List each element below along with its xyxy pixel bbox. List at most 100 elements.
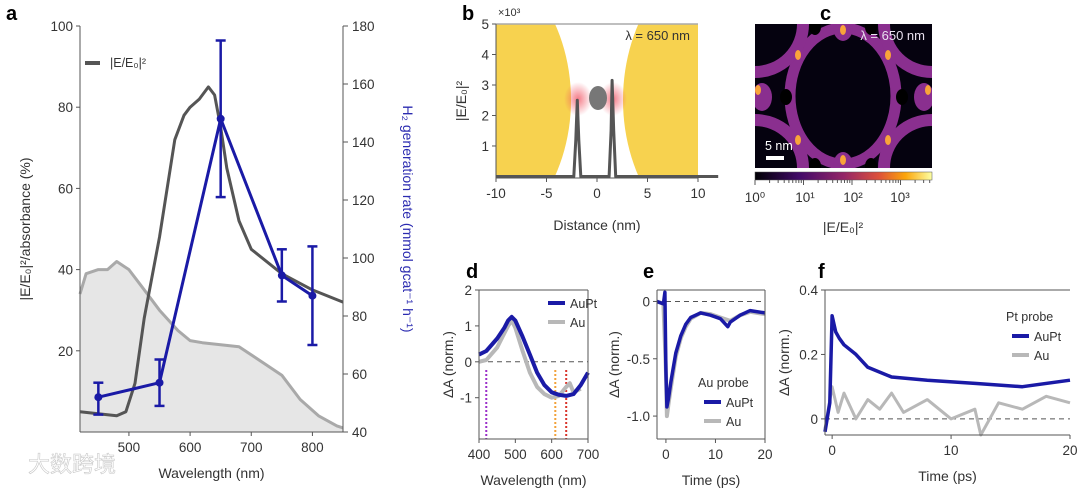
watermark: 大数跨境 xyxy=(28,452,116,477)
field-map xyxy=(755,24,932,168)
colorbar-label: |E/E₀|² xyxy=(823,219,864,235)
colorbar-tick-label: 10¹ xyxy=(795,190,815,205)
x-tick-label: 700 xyxy=(240,440,263,455)
x-axis-label: Wavelength (nm) xyxy=(480,472,586,488)
x-tick-label: 500 xyxy=(118,440,141,455)
hotspot xyxy=(885,50,891,60)
h2-rate-point xyxy=(277,271,286,280)
junction xyxy=(755,83,772,111)
field-profile-line xyxy=(496,78,719,178)
y2-axis-label: H₂ generation rate (mmol gcat⁻¹ h⁻¹) xyxy=(400,105,416,332)
aupt-line xyxy=(656,290,766,409)
legend-label: Au xyxy=(1034,349,1049,363)
x-tick-label: 800 xyxy=(301,440,324,455)
y2-tick-label: 120 xyxy=(352,193,375,208)
y-tick-label: 0 xyxy=(810,412,818,427)
hotspot xyxy=(795,135,801,145)
y-tick-label: 1 xyxy=(464,319,472,334)
legend-label: Au xyxy=(570,316,585,330)
panel-label-c: c xyxy=(820,3,831,25)
molecule-dot xyxy=(589,86,607,110)
legend-label: AuPt xyxy=(570,297,598,311)
y-tick-label: -1 xyxy=(460,391,472,406)
h2-rate-point xyxy=(308,291,317,300)
y-tick-label: 0.4 xyxy=(799,283,818,298)
junction xyxy=(914,83,932,111)
y-tick-label: 80 xyxy=(58,100,73,115)
panel-label-e: e xyxy=(643,261,654,283)
y2-tick-label: 140 xyxy=(352,135,375,150)
y-tick-label: 1 xyxy=(481,139,489,154)
y-tick-label: 2 xyxy=(464,283,472,298)
x-tick-label: -5 xyxy=(540,186,552,201)
y-tick-label: 0 xyxy=(464,355,472,370)
gold-particle-left xyxy=(496,24,571,178)
aupt-line xyxy=(478,314,590,398)
legend-label: AuPt xyxy=(726,396,754,410)
field-enhancement-line xyxy=(79,85,344,418)
x-tick-label: 600 xyxy=(540,447,563,462)
x-tick-label: -10 xyxy=(486,186,506,201)
y2-tick-label: 80 xyxy=(352,309,367,324)
gold-particle-right xyxy=(623,24,698,178)
legend-title: Au probe xyxy=(698,376,749,390)
legend-label: |E/E₀|² xyxy=(110,56,146,70)
h2-rate-point xyxy=(155,378,164,387)
y-tick-label: 40 xyxy=(58,263,73,278)
x-tick-label: 10 xyxy=(944,443,959,458)
wavelength-annotation: λ = 650 nm xyxy=(625,28,690,43)
colorbar-tick-label: 10⁰ xyxy=(745,190,766,205)
y-tick-label: 2 xyxy=(481,108,489,123)
hotspot xyxy=(925,85,931,95)
y-axis-label: ΔA (norm.) xyxy=(776,329,792,396)
y-tick-label: -1.0 xyxy=(627,409,650,424)
panel-label-f: f xyxy=(818,261,825,283)
hotspot xyxy=(840,155,846,165)
colorbar-tick-label: 10² xyxy=(843,190,863,205)
junction-hole xyxy=(865,158,877,168)
y2-tick-label: 40 xyxy=(352,425,367,440)
x-tick-label: 600 xyxy=(179,440,202,455)
x-tick-label: 0 xyxy=(662,447,670,462)
legend-label: Au xyxy=(726,415,741,429)
x-tick-label: 400 xyxy=(468,447,491,462)
y2-tick-label: 180 xyxy=(352,19,375,34)
scale-bar-label: 5 nm xyxy=(765,139,793,153)
wavelength-annotation: λ = 650 nm xyxy=(860,28,925,43)
x-tick-label: 10 xyxy=(708,447,723,462)
nanoparticle-diagram xyxy=(496,24,698,178)
junction-hole xyxy=(896,89,908,105)
colorbar xyxy=(754,171,933,181)
x-tick-label: 500 xyxy=(504,447,527,462)
au-line xyxy=(478,318,582,400)
y-tick-label: 0.2 xyxy=(799,347,818,362)
x-axis-label: Time (ps) xyxy=(682,472,741,488)
colorbar-tick-label: 10³ xyxy=(890,190,910,205)
y2-tick-label: 60 xyxy=(352,367,367,382)
y2-tick-label: 100 xyxy=(352,251,375,266)
absorbance-line xyxy=(78,260,344,430)
y-tick-label: 0 xyxy=(642,294,650,309)
x-tick-label: 5 xyxy=(644,186,652,201)
y-axis-label: |E/E₀|²/absorbance (%) xyxy=(17,157,33,300)
hotspot xyxy=(885,135,891,145)
y-tick-label: 100 xyxy=(50,19,73,34)
y2-tick-label: 160 xyxy=(352,77,375,92)
hotspot xyxy=(840,25,846,35)
x-tick-label: 700 xyxy=(577,447,600,462)
junction-hole xyxy=(780,89,792,105)
absorbance-fill xyxy=(80,261,343,432)
x-tick-label: 0 xyxy=(593,186,601,201)
x-axis-label: Time (ps) xyxy=(918,468,977,484)
scale-bar xyxy=(766,156,784,160)
y-tick-label: 60 xyxy=(58,181,73,196)
hotspot xyxy=(795,50,801,60)
x-axis-label: Wavelength (nm) xyxy=(158,465,264,481)
y-axis-label: ΔA (norm.) xyxy=(440,331,456,398)
y-tick-label: 5 xyxy=(481,17,489,32)
junction-hole xyxy=(809,158,821,168)
y-tick-label: 4 xyxy=(481,47,489,62)
y-tick-label: -0.5 xyxy=(627,352,650,367)
axis-multiplier: ×10³ xyxy=(498,7,521,19)
